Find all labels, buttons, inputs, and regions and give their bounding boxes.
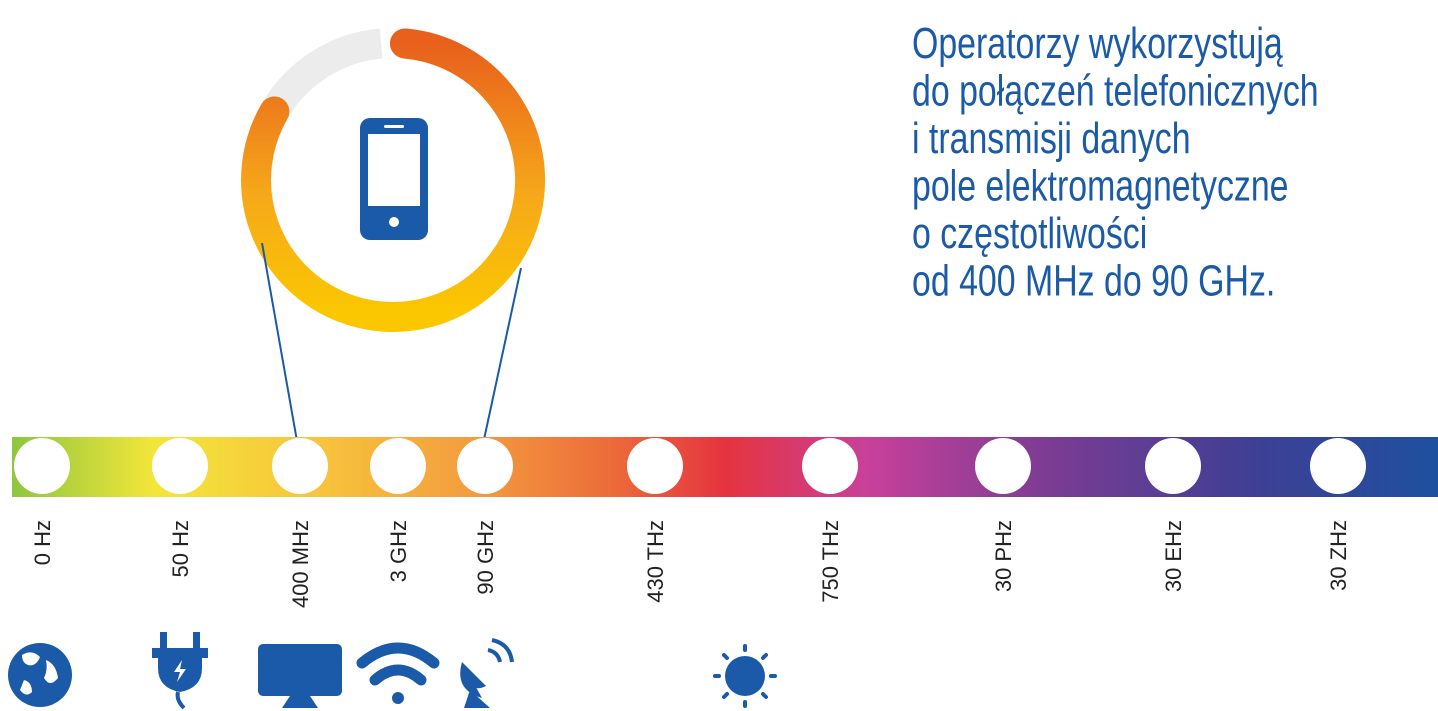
phone-button [389,217,399,227]
scale-label: 30 EHz [1161,520,1186,592]
scale-node [457,438,513,494]
icons [8,632,777,710]
heading-line: Operatorzy wykorzystują [912,19,1283,68]
scale-label: 30 ZHz [1326,520,1351,591]
scale-label: 400 MHz [288,520,313,608]
scale-label: 0 Hz [30,520,55,565]
wifi-icon [356,642,440,704]
spectrum-bar [12,437,1438,497]
ring-gray [261,28,383,120]
scale-label: 750 THz [818,520,843,603]
sun-icon [713,644,777,708]
heading-line: od 400 MHz do 90 GHz. [912,256,1275,305]
scale-label: 90 GHz [473,520,498,595]
connector [261,242,301,459]
scale-node [1145,438,1201,494]
globe-icon [8,643,72,707]
satellite-icon [460,638,514,708]
scale-node [802,438,858,494]
scale-node [152,438,208,494]
scale-node [975,438,1031,494]
phone-screen [368,134,420,206]
connector [479,267,522,459]
scale-node [272,438,328,494]
scale-label: 30 PHz [991,520,1016,592]
scale-node [1310,438,1366,494]
scale-label: 430 THz [643,520,668,603]
heading-line: o częstotliwości [912,209,1147,258]
plug-icon [152,632,208,710]
scale-label: 3 GHz [386,520,411,582]
scale-node [14,438,70,494]
scale-node [370,438,426,494]
phone-ring [241,28,546,332]
globe-land [20,652,58,695]
ring-color [241,28,546,332]
phone-speaker [384,125,404,128]
heading-line: do połączeń telefonicznych [912,66,1319,115]
scale-label: 50 Hz [168,520,193,577]
heading-line: i transmisji danych [912,114,1191,163]
scale-node [627,438,683,494]
heading-line: pole elektromagnetyczne [912,161,1289,210]
monitor-icon [258,644,342,708]
